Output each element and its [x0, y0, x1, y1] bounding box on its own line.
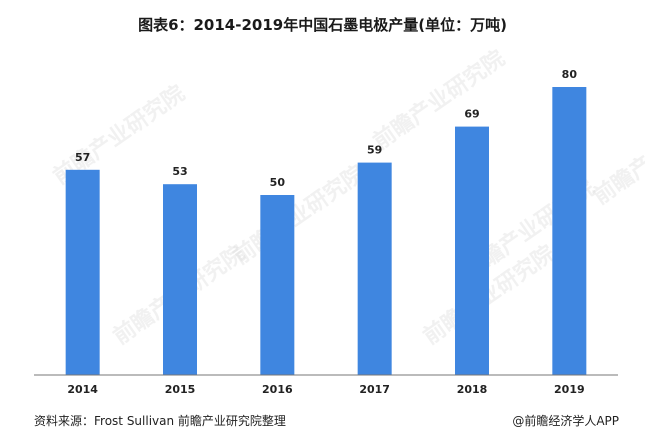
value-label-2016: 50: [270, 176, 286, 189]
x-tick-label-2015: 2015: [165, 383, 196, 396]
bar-2018: [455, 126, 489, 375]
x-tick-label-2014: 2014: [67, 383, 98, 396]
bar-2014: [65, 169, 100, 375]
brand-note: @前瞻经济学人APP: [512, 414, 619, 428]
value-label-2015: 53: [172, 165, 187, 178]
source-note: 资料来源：Frost Sullivan 前瞻产业研究院整理: [34, 414, 286, 428]
value-label-2017: 59: [367, 144, 382, 157]
value-label-2014: 57: [75, 151, 90, 164]
bars-group: [65, 87, 587, 375]
x-tick-labels-group: 2014 2015 2016 2017 2018 2019: [67, 383, 584, 396]
bar-2019: [552, 87, 587, 375]
watermark-text: 前瞻产业研究院: [589, 100, 645, 210]
x-tick-label-2019: 2019: [554, 383, 585, 396]
chart-title: 图表6：2014-2019年中国石墨电极产量(单位：万吨): [138, 16, 507, 34]
bar-2015: [163, 184, 197, 375]
watermark-text: 前瞻产业研究院: [229, 160, 370, 270]
bar-2016: [260, 195, 295, 375]
x-tick-label-2018: 2018: [457, 383, 488, 396]
bar-2017: [357, 162, 392, 375]
value-label-2019: 80: [562, 68, 578, 81]
x-tick-label-2017: 2017: [359, 383, 390, 396]
value-label-2018: 69: [464, 108, 479, 121]
x-tick-label-2016: 2016: [262, 383, 293, 396]
value-labels-group: 57 53 50 59 69 80: [75, 68, 577, 189]
